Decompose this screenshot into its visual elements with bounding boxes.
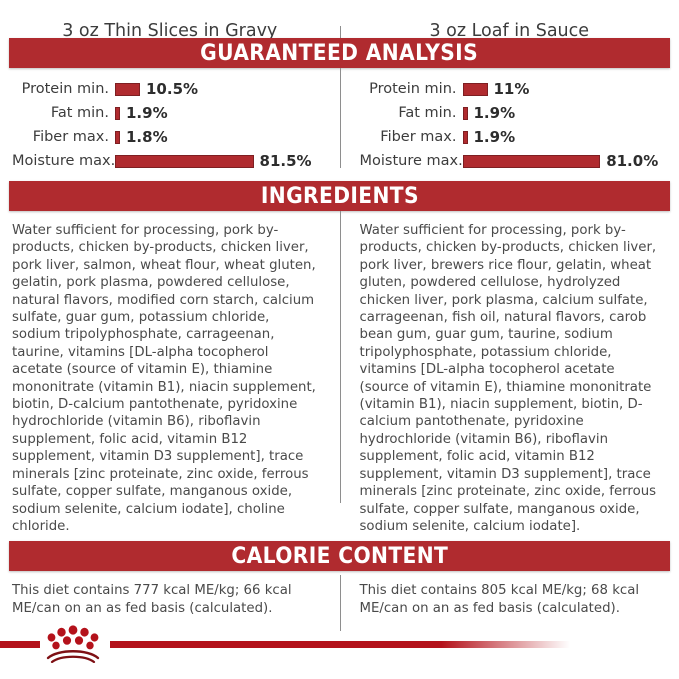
ingredients-body: Water sufficient for processing, pork by…	[0, 211, 679, 535]
ga-column-right: Protein min. 11% Fat min. 1.9% Fiber max. 1.9…	[340, 68, 679, 174]
footer-logo-strip	[0, 615, 679, 663]
calorie-column-left: This diet contains 777 kcal ME/kg; 66 kc…	[0, 571, 340, 617]
royal-canin-crown-icon	[46, 625, 100, 663]
ingredients-column-left: Water sufficient for processing, pork by…	[0, 211, 340, 535]
ga-row: Fat min. 1.9%	[12, 102, 322, 124]
ga-value: 1.9%	[126, 104, 168, 122]
ingredients-column-right: Water sufficient for processing, pork by…	[340, 211, 679, 535]
ga-bar	[115, 82, 140, 96]
column-divider-calorie	[339, 575, 341, 632]
ga-bar	[462, 106, 468, 120]
calorie-column-right: This diet contains 805 kcal ME/kg; 68 kc…	[340, 571, 679, 617]
ga-value: 11%	[493, 80, 530, 98]
ga-column-left: Protein min. 10.5% Fat min. 1.9% Fiber max. 1…	[0, 68, 340, 174]
ga-row: Fat min. 1.9%	[360, 102, 668, 124]
ga-bar	[462, 82, 488, 96]
ga-label: Fat min.	[398, 105, 457, 121]
ingredients-text-left: Water sufficient for processing, pork by…	[12, 223, 316, 534]
ga-value: 81.0%	[606, 152, 659, 170]
ga-row: Protein min. 11%	[360, 78, 668, 100]
ga-value: 1.9%	[473, 128, 516, 146]
banner-guaranteed-analysis: GUARANTEED ANALYSIS	[9, 38, 670, 68]
ga-label: Fiber max.	[380, 129, 457, 145]
ga-row: Fiber max. 1.8%	[12, 126, 322, 148]
ga-bar	[462, 154, 601, 168]
banner-label: INGREDIENTS	[260, 183, 419, 209]
column-title-left: 3 oz Thin Slices in Gravy	[62, 21, 278, 41]
ga-value: 10.5%	[146, 80, 199, 98]
footer-rule-right	[110, 641, 570, 648]
column-divider-ga	[339, 68, 341, 168]
ga-value: 1.8%	[126, 128, 168, 146]
ga-row: Moisture max. 81.5%	[12, 150, 322, 172]
ga-label: Fiber max.	[32, 129, 109, 145]
ga-row: Fiber max. 1.9%	[360, 126, 668, 148]
ga-bar	[115, 154, 254, 168]
banner-label: CALORIE CONTENT	[231, 543, 448, 569]
column-headers: 3 oz Thin Slices in Gravy 3 oz Loaf in S…	[0, 0, 679, 41]
ga-label: Moisture max.	[359, 153, 463, 169]
ga-value: 1.9%	[473, 104, 516, 122]
ga-value: 81.5%	[259, 152, 312, 170]
calorie-text-left: This diet contains 777 kcal ME/kg; 66 kc…	[12, 583, 292, 616]
banner-label: GUARANTEED ANALYSIS	[200, 40, 479, 66]
guaranteed-analysis-body: Protein min. 10.5% Fat min. 1.9% Fiber max. 1…	[0, 68, 679, 174]
ga-label: Moisture max.	[12, 153, 116, 169]
ga-row: Protein min. 10.5%	[12, 78, 322, 100]
ga-row: Moisture max. 81.0%	[360, 150, 668, 172]
ga-label: Protein min.	[369, 81, 457, 97]
calorie-text-right: This diet contains 805 kcal ME/kg; 68 kc…	[359, 583, 640, 616]
ingredients-text-right: Water sufficient for processing, pork by…	[359, 223, 657, 534]
ga-bar	[462, 130, 468, 144]
ga-bar	[115, 106, 120, 120]
ga-label: Fat min.	[50, 105, 109, 121]
ga-bar	[115, 130, 120, 144]
calorie-content-body: This diet contains 777 kcal ME/kg; 66 kc…	[0, 571, 679, 632]
column-title-right: 3 oz Loaf in Sauce	[429, 21, 590, 41]
banner-calorie-content: CALORIE CONTENT	[9, 541, 670, 572]
ga-label: Protein min.	[21, 81, 109, 97]
banner-ingredients: INGREDIENTS	[9, 181, 670, 211]
column-divider-ingredients	[339, 211, 341, 503]
footer-rule-left	[0, 641, 40, 648]
